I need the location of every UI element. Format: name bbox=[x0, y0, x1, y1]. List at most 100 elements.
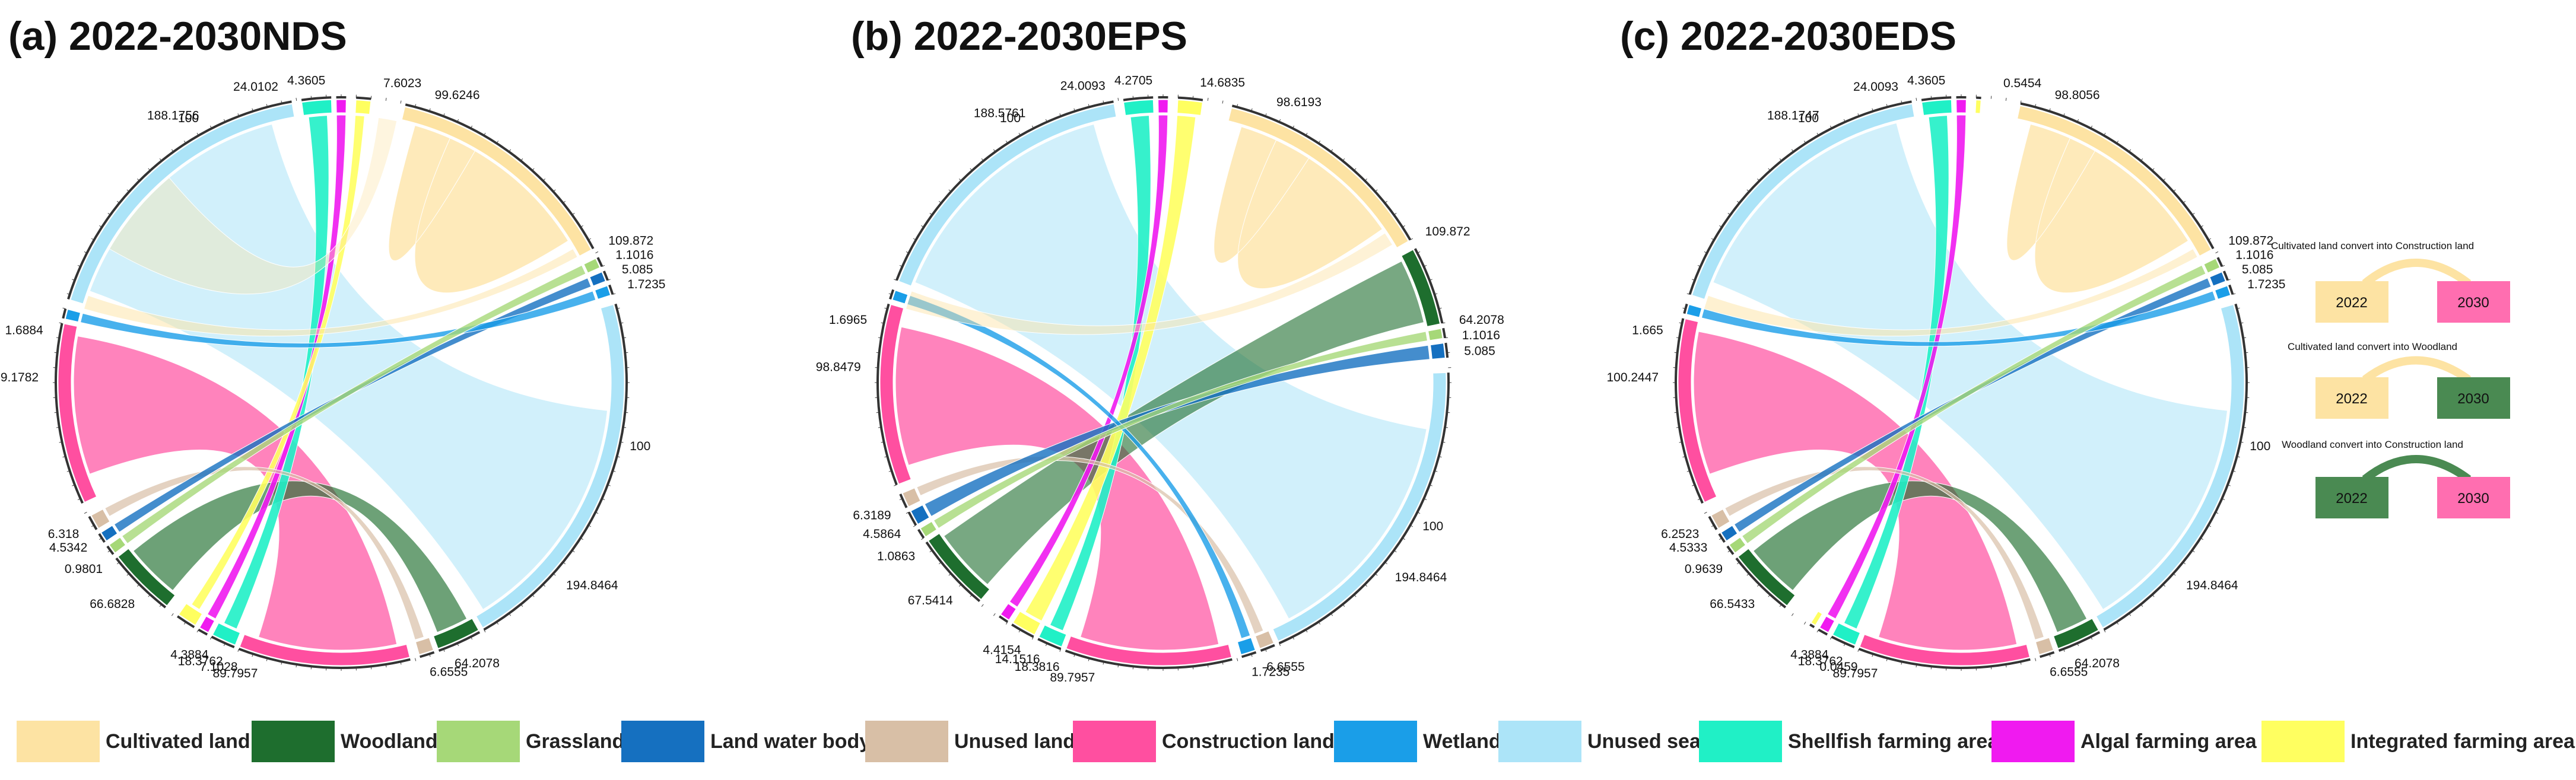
chord-segment bbox=[239, 634, 411, 666]
segment-label: 6.3189 bbox=[853, 509, 891, 523]
axis-tick bbox=[1916, 97, 1917, 101]
legend-item-wetland: Wetland bbox=[1334, 718, 1501, 765]
axis-tick bbox=[913, 525, 916, 527]
segment-label: 89.7957 bbox=[1050, 671, 1095, 685]
side-legend-to-year-1: 2030 bbox=[2457, 295, 2489, 311]
segment-axis bbox=[596, 257, 603, 268]
segment-axis bbox=[1858, 648, 2031, 669]
side-legend-from-2 bbox=[2315, 377, 2388, 419]
chord-segment bbox=[336, 99, 347, 113]
chord-segment bbox=[2214, 285, 2231, 300]
axis-tick bbox=[209, 636, 212, 640]
segment-label: 4.5333 bbox=[1669, 541, 1707, 555]
chord-segment bbox=[1237, 637, 1256, 655]
segment-axis bbox=[1831, 635, 1855, 648]
legend-item-grassland: Grassland bbox=[437, 718, 624, 765]
side-legend-title-3: Woodland convert into Construction land bbox=[2282, 439, 2463, 450]
legend-swatch bbox=[17, 721, 100, 762]
chord-ribbon bbox=[905, 233, 1393, 335]
legend-label: Grassland bbox=[526, 730, 625, 753]
segment-label: 1.1016 bbox=[1462, 329, 1500, 342]
segment-axis bbox=[176, 615, 195, 629]
chord-ribbon bbox=[104, 466, 424, 641]
axis-tick bbox=[1031, 636, 1034, 640]
segment-label: 4.3884 bbox=[170, 648, 209, 661]
legend-label: Unused land bbox=[954, 730, 1076, 753]
segment-axis bbox=[907, 511, 917, 526]
chord-segment bbox=[1158, 99, 1168, 113]
side-legend-title-2: Cultivated land convert into Woodland bbox=[2288, 341, 2457, 352]
segment-axis bbox=[2216, 257, 2224, 268]
chord-ribbon bbox=[109, 117, 398, 295]
chord-ribbon bbox=[1009, 114, 1168, 607]
panel-title-a: (a) 2022-2030NDS bbox=[8, 14, 347, 59]
tick-label: 100 bbox=[1422, 520, 1443, 533]
chord-segment bbox=[1401, 249, 1441, 327]
tick-label: 100 bbox=[2250, 440, 2270, 453]
segment-axis bbox=[115, 557, 167, 609]
axis-tick bbox=[84, 511, 87, 514]
segment-axis bbox=[998, 615, 1009, 623]
chord-segment bbox=[2095, 304, 2245, 628]
segment-axis bbox=[1241, 651, 1257, 658]
segment-axis bbox=[1735, 557, 1787, 609]
segment-label: 0.9639 bbox=[1685, 562, 1723, 576]
segment-label: 64.2078 bbox=[455, 657, 500, 670]
chord-segment bbox=[2017, 105, 2212, 257]
legend-label: Shellfish farming area bbox=[1788, 730, 1999, 753]
chord-segment bbox=[2053, 618, 2099, 649]
axis-tick bbox=[2215, 251, 2219, 254]
legend-swatch bbox=[437, 721, 520, 762]
legend-item-algal-farming-area: Algal farming area bbox=[1991, 718, 2257, 765]
chord-segment bbox=[301, 99, 332, 116]
segment-axis bbox=[1976, 96, 1981, 100]
chord-segment bbox=[355, 100, 371, 115]
legend-swatch bbox=[252, 721, 335, 762]
axis-tick bbox=[296, 97, 297, 101]
segment-label: 66.6828 bbox=[90, 597, 135, 611]
axis-tick bbox=[1279, 643, 1281, 647]
side-legend-arc-1 bbox=[2362, 259, 2472, 287]
side-legend-from-year-1: 2022 bbox=[2336, 295, 2367, 311]
segment-label: 14.1516 bbox=[995, 652, 1040, 666]
chord-ribbon bbox=[1827, 114, 1967, 619]
chord-ribbon bbox=[916, 456, 1264, 635]
segment-label: 18.3816 bbox=[1015, 660, 1060, 674]
segment-axis bbox=[1444, 342, 1449, 358]
segment-label: 14.6835 bbox=[1200, 76, 1245, 90]
segment-label: 5.085 bbox=[622, 263, 653, 276]
chord-segment bbox=[1000, 603, 1017, 620]
chord-ribbon bbox=[943, 260, 1425, 585]
segment-axis bbox=[2222, 270, 2229, 281]
segment-axis bbox=[88, 515, 98, 530]
segment-axis bbox=[62, 308, 67, 319]
chord-segment bbox=[433, 618, 479, 649]
chord-segment bbox=[892, 290, 909, 304]
side-legend-arc-3 bbox=[2362, 455, 2472, 483]
chord-segment bbox=[212, 622, 241, 645]
chord-ribbon bbox=[73, 336, 398, 651]
segment-axis bbox=[1956, 95, 1967, 99]
chord-segment bbox=[1686, 304, 1702, 318]
legend-label: Construction land bbox=[1162, 730, 1335, 753]
legend-item-land-water-body: Land water body bbox=[621, 718, 871, 765]
axis-tick bbox=[1816, 629, 1819, 633]
legend-label: Integrated farming area bbox=[2351, 730, 2575, 753]
segment-label: 1.7235 bbox=[1252, 666, 1289, 679]
legend-swatch bbox=[865, 721, 948, 762]
legend-label: Wetland bbox=[1423, 730, 1501, 753]
segment-axis bbox=[1921, 96, 1952, 101]
axis-tick bbox=[1803, 622, 1806, 625]
chord-ribbon bbox=[83, 248, 578, 337]
chord-segment bbox=[2035, 637, 2054, 655]
chord-segment bbox=[902, 488, 921, 507]
axis-tick bbox=[607, 279, 611, 281]
chord-ribbon bbox=[1713, 122, 2228, 610]
segment-label: 188.1747 bbox=[1767, 109, 1819, 123]
side-legend-to-year-3: 2030 bbox=[2457, 491, 2489, 507]
segment-label: 5.085 bbox=[1464, 345, 1495, 358]
segment-label: 4.5864 bbox=[863, 527, 901, 541]
segment-axis bbox=[356, 96, 371, 100]
segment-label: 18.3762 bbox=[1798, 654, 1843, 668]
